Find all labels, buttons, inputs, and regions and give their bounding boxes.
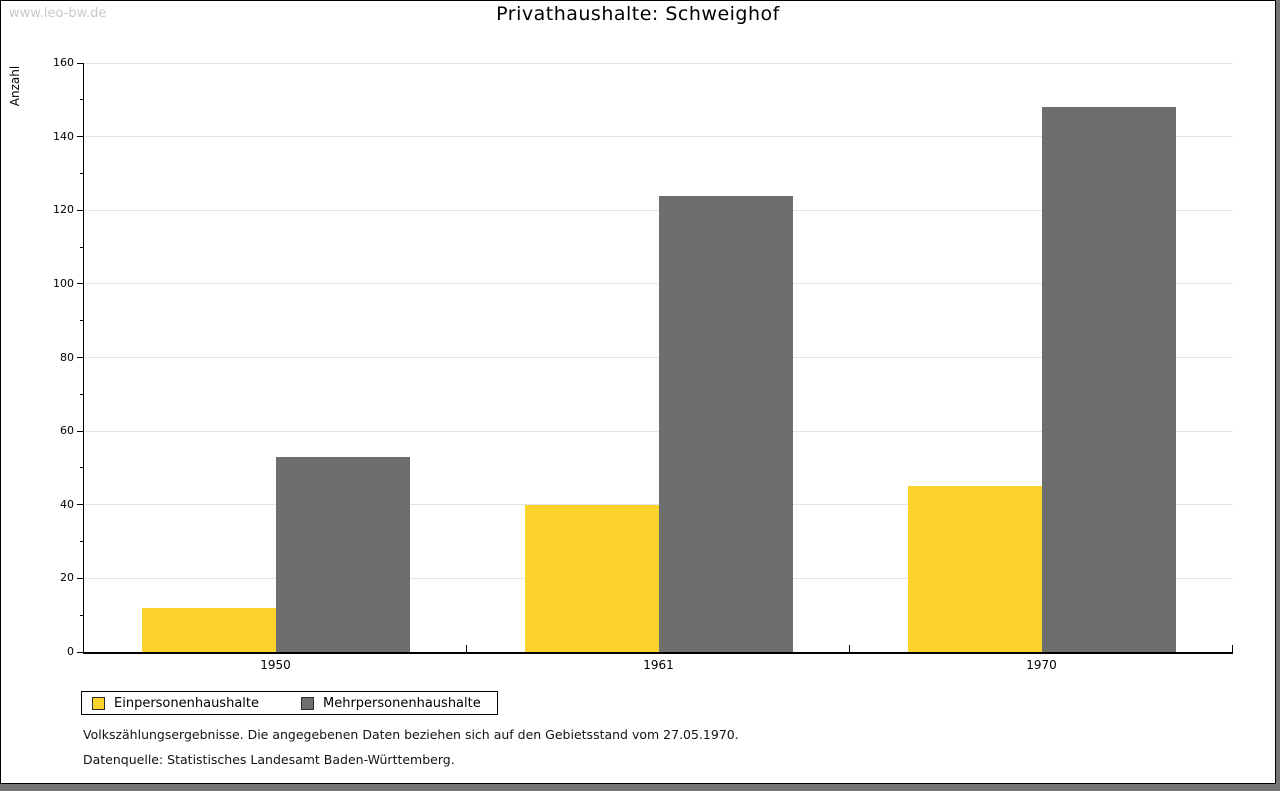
footnote-data-source: Datenquelle: Statistisches Landesamt Bad…	[83, 752, 455, 767]
gridline-y140	[84, 136, 1233, 138]
bar-mehrpersonenhaushalte-1970	[1041, 107, 1176, 652]
watermark-text: www.leo-bw.de	[9, 6, 107, 21]
y-axis-tick-0	[77, 651, 83, 653]
footnote-source-note: Volkszählungsergebnisse. Die angegebenen…	[83, 727, 739, 742]
bar-einpersonenhaushalte-1950	[141, 607, 276, 652]
y-axis-label-0: 0	[67, 645, 74, 658]
y-axis-tick-60	[77, 430, 83, 432]
legend-swatch-icon	[92, 696, 105, 710]
legend-item-einpersonenhaushalte: Einpersonenhaushalte	[92, 696, 259, 711]
y-axis-minor-tick-10	[80, 614, 83, 616]
y-axis-minor-tick-50	[80, 467, 83, 469]
y-axis-label-80: 80	[60, 350, 74, 364]
plot-area: 0 20 40 60 80 100 120 140 160 1950 1961 1970	[53, 56, 1233, 672]
bar-mehrpersonenhaushalte-1961	[658, 195, 793, 652]
x-axis-label-1950: 1950	[260, 658, 291, 672]
y-axis-tick-40	[77, 504, 83, 506]
y-axis-title: Anzahl	[8, 65, 22, 107]
x-axis-tick-2	[849, 645, 850, 652]
y-axis-minor-tick-150	[80, 99, 83, 101]
y-axis-label-60: 60	[60, 424, 74, 438]
y-axis-tick-140	[77, 136, 83, 138]
legend-swatch-icon	[301, 696, 314, 710]
y-axis-tick-80	[77, 357, 83, 358]
y-axis-label-160: 160	[53, 56, 74, 69]
x-axis-tick-1	[466, 645, 467, 652]
x-axis-label-1961: 1961	[643, 658, 674, 672]
gridline-y160	[84, 62, 1233, 64]
y-axis-label-120: 120	[53, 203, 74, 217]
legend-label: Mehrpersonenhaushalte	[323, 695, 481, 711]
y-axis-tick-100	[77, 283, 83, 285]
bar-einpersonenhaushalte-1961	[524, 504, 659, 652]
x-axis-label-1970: 1970	[1026, 658, 1057, 672]
legend-item-mehrpersonenhaushalte: Mehrpersonenhaushalte	[301, 696, 481, 711]
y-axis-minor-tick-110	[80, 246, 83, 248]
y-axis-label-140: 140	[53, 129, 74, 143]
legend-box: Einpersonenhaushalte Mehrpersonenhaushalt…	[81, 691, 498, 715]
x-axis-tick-3	[1232, 645, 1233, 652]
y-axis-minor-tick-90	[80, 320, 83, 322]
y-axis-tick-20	[77, 577, 83, 579]
bar-mehrpersonenhaushalte-1950	[275, 456, 410, 652]
y-axis-label-100: 100	[53, 276, 74, 290]
y-axis-label-20: 20	[60, 571, 74, 585]
chart-title: Privathaushalte: Schweighof	[496, 3, 780, 25]
bar-einpersonenhaushalte-1970	[907, 486, 1042, 652]
y-axis-label-40: 40	[60, 497, 74, 511]
y-axis-minor-tick-130	[80, 172, 83, 174]
legend-label: Einpersonenhaushalte	[114, 695, 259, 711]
y-axis-minor-tick-30	[80, 541, 83, 543]
y-axis-minor-tick-70	[80, 393, 83, 395]
y-axis-tick-120	[77, 209, 83, 211]
y-axis-tick-160	[77, 62, 83, 64]
